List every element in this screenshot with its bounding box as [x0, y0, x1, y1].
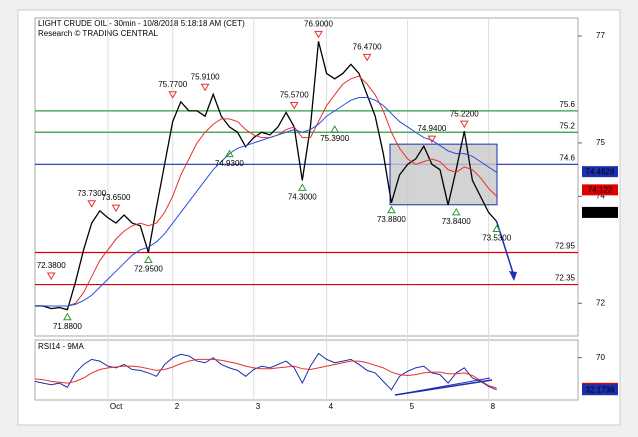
- low-label: 74.9300: [215, 159, 244, 168]
- x-tick-label: 3: [256, 402, 261, 411]
- high-label: 73.6500: [102, 193, 131, 202]
- high-marker: [427, 135, 437, 144]
- y-tick-label: 77: [596, 31, 605, 40]
- frame: [17, 9, 621, 426]
- high-marker: [314, 30, 323, 39]
- value-box-label: 74.122: [588, 185, 613, 194]
- low-label: 74.3000: [288, 192, 317, 201]
- high-label: 76.4700: [353, 42, 382, 51]
- low-label: 71.8800: [53, 322, 82, 331]
- high-label: 72.3800: [37, 261, 66, 270]
- value-box: [582, 166, 618, 178]
- low-label: 72.9500: [134, 265, 163, 274]
- high-marker: [362, 53, 372, 62]
- high-label: 75.2200: [450, 109, 479, 118]
- x-tick-label: 2: [175, 402, 180, 411]
- rsi-panel: [34, 339, 579, 401]
- value-box: [582, 384, 618, 396]
- y-tick-label: 72: [596, 298, 605, 307]
- high-label: 75.5700: [280, 91, 309, 100]
- level-label: 75.2: [559, 121, 575, 130]
- arrow-head: [509, 271, 517, 281]
- high-marker: [46, 272, 56, 280]
- high-label: 75.9100: [191, 72, 220, 81]
- x-tick-label: 5: [410, 402, 415, 411]
- value-box: [582, 184, 618, 196]
- value-box-label: 73.7: [592, 208, 608, 217]
- low-marker: [387, 205, 396, 214]
- level-label: 75.6: [559, 100, 575, 109]
- low-label: 73.5300: [482, 234, 511, 243]
- price-panel: [34, 17, 579, 337]
- y-tick-label: 70: [596, 353, 605, 362]
- low-label: 75.3900: [320, 134, 349, 143]
- series-line: [35, 97, 497, 307]
- x-tick-label: 4: [329, 402, 334, 411]
- low-marker: [63, 312, 72, 321]
- high-marker: [111, 204, 121, 213]
- y-tick-label: 75: [596, 138, 605, 147]
- range-box: [389, 143, 498, 206]
- low-marker: [144, 255, 153, 263]
- series-line: [35, 41, 498, 311]
- low-marker: [492, 224, 502, 232]
- series-line: [34, 358, 497, 389]
- high-marker: [459, 120, 469, 129]
- chart-subtitle: Research © TRADING CENTRAL: [38, 29, 159, 38]
- high-label: 76.9000: [304, 19, 333, 28]
- low-marker: [451, 207, 461, 216]
- rsi-title: RSI14 - 9MA: [38, 342, 84, 351]
- x-tick-label: 8: [491, 402, 496, 411]
- level-label: 72.35: [555, 274, 576, 283]
- value-box-label: 74.4628: [586, 167, 615, 176]
- high-label: 73.7300: [77, 189, 106, 198]
- low-label: 73.8800: [377, 215, 406, 224]
- trend-line: [394, 377, 491, 396]
- chart-title: LIGHT CRUDE OIL - 30min - 10/8/2018 5:18…: [38, 19, 245, 28]
- high-marker: [87, 200, 97, 208]
- high-label: 74.9400: [417, 124, 446, 133]
- value-box: [582, 206, 618, 218]
- level-label: 74.6: [559, 153, 575, 162]
- low-marker: [330, 125, 340, 133]
- low-label: 73.8400: [442, 217, 471, 226]
- series-line: [35, 75, 498, 307]
- y-tick-label: 74: [596, 191, 605, 200]
- level-label: 72.95: [555, 242, 576, 251]
- high-marker: [289, 101, 299, 110]
- x-tick-label: Oct: [110, 402, 123, 411]
- high-marker: [200, 83, 210, 92]
- low-marker: [225, 149, 234, 158]
- low-marker: [297, 183, 307, 191]
- high-label: 75.7700: [158, 80, 187, 89]
- value-box-label: 32.1736: [586, 385, 615, 394]
- high-marker: [168, 91, 178, 99]
